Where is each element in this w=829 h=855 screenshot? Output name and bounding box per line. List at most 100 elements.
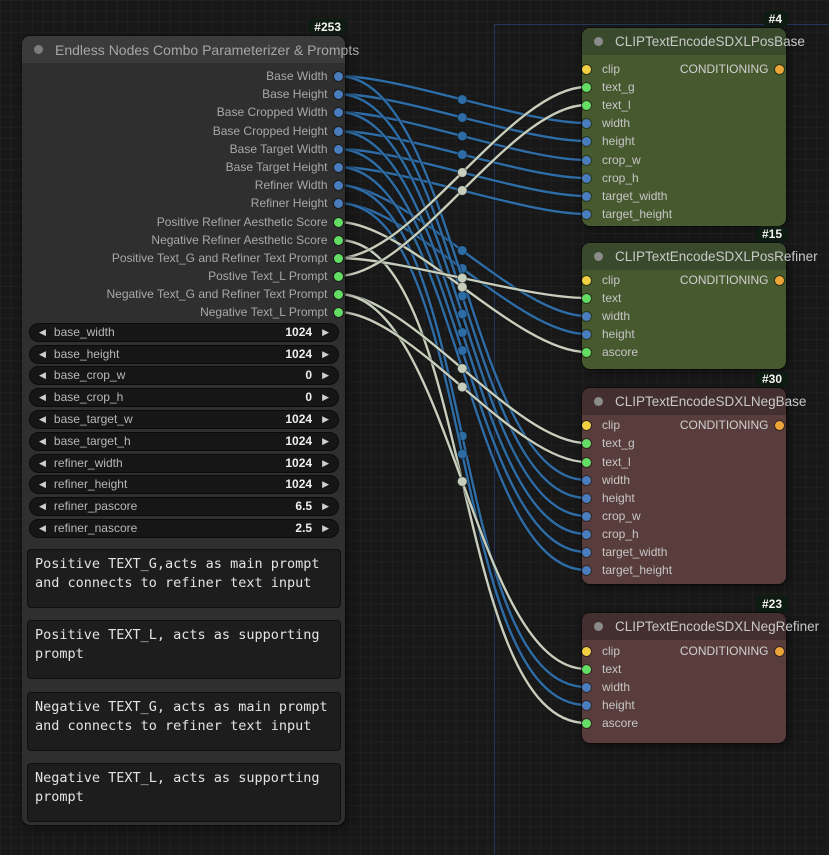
widget-decrement-arrow[interactable]: ◀ (39, 500, 46, 511)
collapse-dot-icon[interactable] (594, 252, 603, 261)
clip-input-port[interactable] (582, 64, 591, 74)
link-midpoint-dot[interactable] (456, 448, 468, 460)
ascore-input-slot[interactable]: ascore (582, 343, 638, 361)
target_width-input-port[interactable] (582, 547, 591, 557)
Negative Text_L Prompt-output-port[interactable] (333, 307, 343, 317)
node-23[interactable]: CLIPTextEncodeSDXLNegRefiner clip text widt… (582, 613, 819, 743)
base_height-widget[interactable]: ◀ base_height 1024 ▶ (30, 345, 338, 363)
Base Cropped Width-output-port[interactable] (333, 107, 343, 117)
link-midpoint-dot[interactable] (456, 167, 468, 178)
CONDITIONING-output-slot[interactable]: CONDITIONING (680, 60, 784, 78)
link-midpoint-dot[interactable] (456, 245, 468, 256)
link-midpoint-dot[interactable] (456, 272, 468, 284)
link-midpoint-dot[interactable] (456, 381, 468, 393)
refiner_width-widget[interactable]: ◀ refiner_width 1024 ▶ (30, 454, 338, 472)
node-titlebar[interactable]: Endless Nodes Combo Parameterizer & Prom… (22, 36, 359, 63)
Base Target Width-output-port[interactable] (333, 144, 343, 154)
base_crop_w-widget[interactable]: ◀ base_crop_w 0 ▶ (30, 366, 338, 384)
prompt-textarea[interactable]: Negative TEXT_L, acts as supporting prom… (28, 764, 340, 821)
link-midpoint-dot[interactable] (456, 112, 468, 123)
width-input-port[interactable] (582, 311, 591, 321)
node-titlebar[interactable]: CLIPTextEncodeSDXLPosBase (582, 28, 805, 55)
Refiner Width-output-port[interactable] (333, 180, 343, 190)
link-midpoint-dot[interactable] (456, 308, 468, 320)
widget-increment-arrow[interactable]: ▶ (322, 391, 329, 402)
text_l-input-slot[interactable]: text_l (582, 453, 631, 471)
width-input-port[interactable] (582, 475, 591, 485)
width-input-port[interactable] (582, 682, 591, 692)
widget-decrement-arrow[interactable]: ◀ (39, 413, 46, 424)
height-input-port[interactable] (582, 700, 591, 710)
link-midpoint-dot[interactable] (456, 345, 468, 356)
Positive Refiner Aesthetic Score-output-port[interactable] (333, 217, 343, 227)
CONDITIONING-output-slot[interactable]: CONDITIONING (680, 271, 784, 289)
link-midpoint-dot[interactable] (456, 363, 468, 374)
crop_h-input-port[interactable] (582, 173, 591, 183)
target_height-input-port[interactable] (582, 565, 591, 575)
base_crop_h-widget[interactable]: ◀ base_crop_h 0 ▶ (30, 388, 338, 406)
Base Width-output-slot[interactable]: Base Width (266, 67, 343, 85)
Negative Text_L Prompt-output-slot[interactable]: Negative Text_L Prompt (200, 303, 343, 321)
height-input-port[interactable] (582, 136, 591, 146)
clip-input-slot[interactable]: clip (582, 416, 620, 434)
link-midpoint-dot[interactable] (456, 476, 468, 487)
widget-increment-arrow[interactable]: ▶ (322, 500, 329, 511)
prompt-textarea[interactable]: Positive TEXT_L, acts as supporting prom… (28, 621, 340, 678)
width-input-slot[interactable]: width (582, 114, 630, 132)
collapse-dot-icon[interactable] (594, 397, 603, 406)
Base Target Height-output-slot[interactable]: Base Target Height (226, 158, 343, 176)
link-midpoint-dot[interactable] (456, 185, 468, 196)
base_target_h-widget[interactable]: ◀ base_target_h 1024 ▶ (30, 432, 338, 450)
widget-increment-arrow[interactable]: ▶ (322, 457, 329, 468)
text-input-port[interactable] (582, 293, 591, 303)
node-titlebar[interactable]: CLIPTextEncodeSDXLNegBase (582, 388, 806, 415)
text-input-slot[interactable]: text (582, 289, 621, 307)
clip-input-port[interactable] (582, 420, 591, 430)
Postive Text_L Prompt-output-slot[interactable]: Postive Text_L Prompt (208, 267, 343, 285)
Negative Text_G and Refiner Text Prompt-output-port[interactable] (333, 289, 343, 299)
widget-decrement-arrow[interactable]: ◀ (39, 348, 46, 359)
crop_h-input-port[interactable] (582, 529, 591, 539)
link-midpoint-dot[interactable] (456, 363, 468, 374)
CONDITIONING-output-port[interactable] (774, 420, 784, 430)
crop_w-input-port[interactable] (582, 511, 591, 521)
Base Cropped Height-output-slot[interactable]: Base Cropped Height (213, 122, 343, 140)
text_l-input-port[interactable] (582, 457, 591, 467)
text_g-input-port[interactable] (582, 438, 591, 448)
widget-decrement-arrow[interactable]: ◀ (39, 326, 46, 337)
text-input-slot[interactable]: text (582, 660, 621, 678)
target_height-input-slot[interactable]: target_height (582, 561, 672, 579)
node-30[interactable]: CLIPTextEncodeSDXLNegBase clip text_g text_… (582, 388, 806, 584)
Negative Refiner Aesthetic Score-output-port[interactable] (333, 235, 343, 245)
widget-increment-arrow[interactable]: ▶ (322, 522, 329, 533)
refiner_pascore-widget[interactable]: ◀ refiner_pascore 6.5 ▶ (30, 497, 338, 515)
Postive Text_L Prompt-output-port[interactable] (333, 271, 343, 281)
Positive Text_G and Refiner Text Prompt-output-slot[interactable]: Positive Text_G and Refiner Text Prompt (112, 249, 343, 267)
CONDITIONING-output-port[interactable] (774, 646, 784, 656)
node-titlebar[interactable]: CLIPTextEncodeSDXLNegRefiner (582, 613, 819, 640)
text_g-input-port[interactable] (582, 82, 591, 92)
Base Height-output-port[interactable] (333, 89, 343, 99)
Base Width-output-port[interactable] (333, 71, 343, 81)
link-midpoint-dot[interactable] (456, 149, 468, 160)
height-input-slot[interactable]: height (582, 325, 635, 343)
clip-input-slot[interactable]: clip (582, 642, 620, 660)
Negative Text_G and Refiner Text Prompt-output-slot[interactable]: Negative Text_G and Refiner Text Prompt (106, 285, 343, 303)
width-input-slot[interactable]: width (582, 471, 630, 489)
target_width-input-slot[interactable]: target_width (582, 187, 667, 205)
widget-increment-arrow[interactable]: ▶ (322, 348, 329, 359)
base_target_w-widget[interactable]: ◀ base_target_w 1024 ▶ (30, 410, 338, 428)
Base Cropped Height-output-port[interactable] (333, 126, 343, 136)
CONDITIONING-output-port[interactable] (774, 64, 784, 74)
ascore-input-port[interactable] (582, 718, 591, 728)
target_height-input-slot[interactable]: target_height (582, 205, 672, 223)
CONDITIONING-output-slot[interactable]: CONDITIONING (680, 642, 784, 660)
target_height-input-port[interactable] (582, 209, 591, 219)
height-input-port[interactable] (582, 493, 591, 503)
link-midpoint-dot[interactable] (456, 272, 468, 284)
CONDITIONING-output-port[interactable] (774, 275, 784, 285)
widget-decrement-arrow[interactable]: ◀ (39, 435, 46, 446)
link-midpoint-dot[interactable] (456, 290, 468, 302)
refiner_nascore-widget[interactable]: ◀ refiner_nascore 2.5 ▶ (30, 519, 338, 537)
